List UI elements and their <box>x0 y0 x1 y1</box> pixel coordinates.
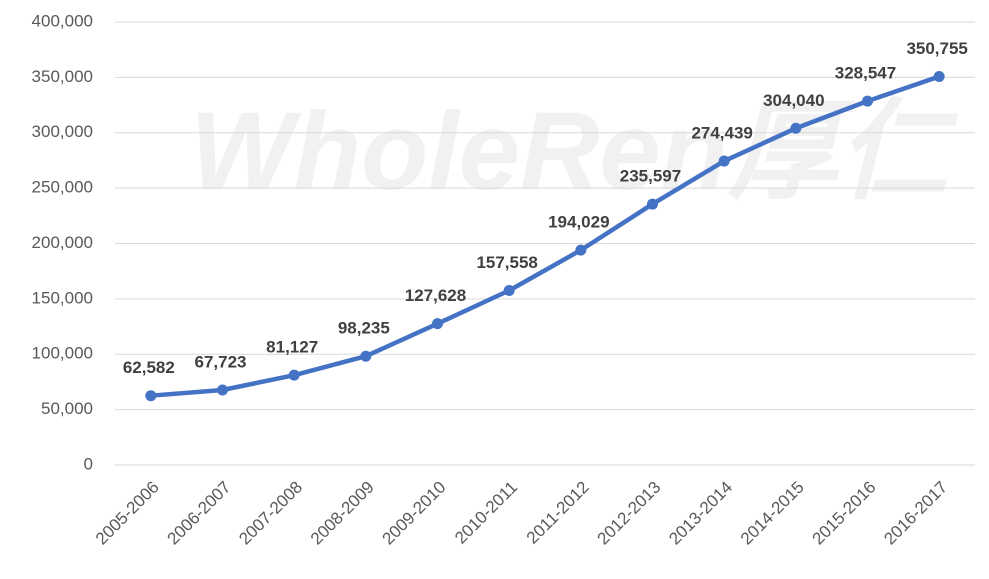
x-tick-label: 2007-2008 <box>235 478 306 549</box>
x-tick-label: 2010-2011 <box>451 478 521 548</box>
x-tick-label: 2016-2017 <box>880 478 951 549</box>
watermark: WholeRen厚仁 <box>190 90 959 213</box>
x-tick-label: 2013-2014 <box>665 478 736 549</box>
data-label: 81,127 <box>266 338 318 357</box>
data-label: 328,547 <box>835 64 896 83</box>
data-label: 350,755 <box>906 39 967 58</box>
x-tick-label: 2008-2009 <box>307 478 378 549</box>
marker <box>288 369 300 381</box>
marker <box>360 350 372 362</box>
marker <box>575 244 587 256</box>
marker <box>217 384 228 396</box>
x-tick-label: 2015-2016 <box>809 478 880 549</box>
y-tick-label: 350,000 <box>32 67 93 86</box>
marker <box>862 95 873 107</box>
line <box>150 74 940 398</box>
x-tick-label: 2006-2007 <box>164 478 235 549</box>
y-tick-label: 50,000 <box>41 399 93 418</box>
marker <box>432 318 443 330</box>
x-tick-label: 2011-2012 <box>523 478 593 548</box>
data-label: 194,029 <box>548 213 609 232</box>
data-label: 62,582 <box>123 358 175 377</box>
data-label: 67,723 <box>195 352 247 371</box>
y-tick-label: 0 <box>84 454 93 473</box>
marker <box>933 71 945 83</box>
x-tick-label: 2014-2015 <box>737 478 808 549</box>
data-label: 304,040 <box>763 91 824 110</box>
marker <box>145 390 157 402</box>
data-label: 235,597 <box>620 167 681 186</box>
data-label: 274,439 <box>691 124 752 143</box>
y-tick-label: 300,000 <box>32 122 93 141</box>
data-label: 98,235 <box>338 319 390 338</box>
marker <box>718 155 730 167</box>
y-tick-label: 200,000 <box>32 233 93 252</box>
x-tick-label: 2012-2013 <box>594 478 665 549</box>
y-tick-label: 150,000 <box>32 288 93 307</box>
x-tick-label: 2005-2006 <box>92 478 163 549</box>
marker <box>647 198 658 210</box>
y-tick-label: 250,000 <box>32 178 93 197</box>
data-label: 127,628 <box>405 286 466 305</box>
marker <box>503 285 515 297</box>
y-tick-label: 100,000 <box>32 344 93 363</box>
marker <box>790 122 802 134</box>
y-tick-label: 400,000 <box>32 11 93 30</box>
data-label: 157,558 <box>476 253 537 272</box>
x-tick-label: 2009-2010 <box>379 478 450 549</box>
